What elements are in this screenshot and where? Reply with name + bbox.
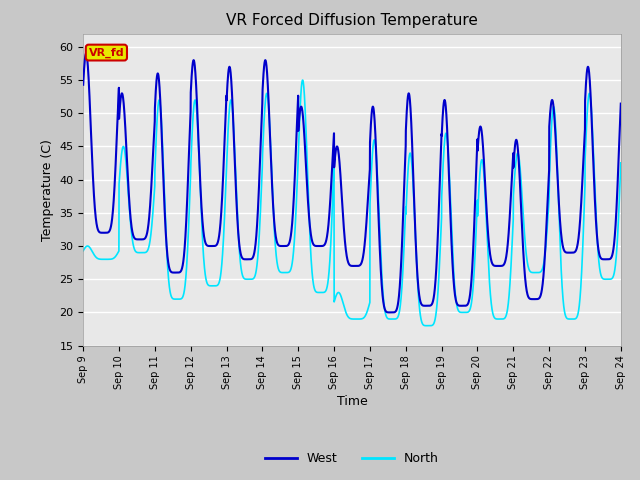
Text: VR_fd: VR_fd <box>88 48 124 58</box>
Title: VR Forced Diffusion Temperature: VR Forced Diffusion Temperature <box>226 13 478 28</box>
Y-axis label: Temperature (C): Temperature (C) <box>41 139 54 240</box>
X-axis label: Time: Time <box>337 395 367 408</box>
Legend: West, North: West, North <box>260 447 444 470</box>
